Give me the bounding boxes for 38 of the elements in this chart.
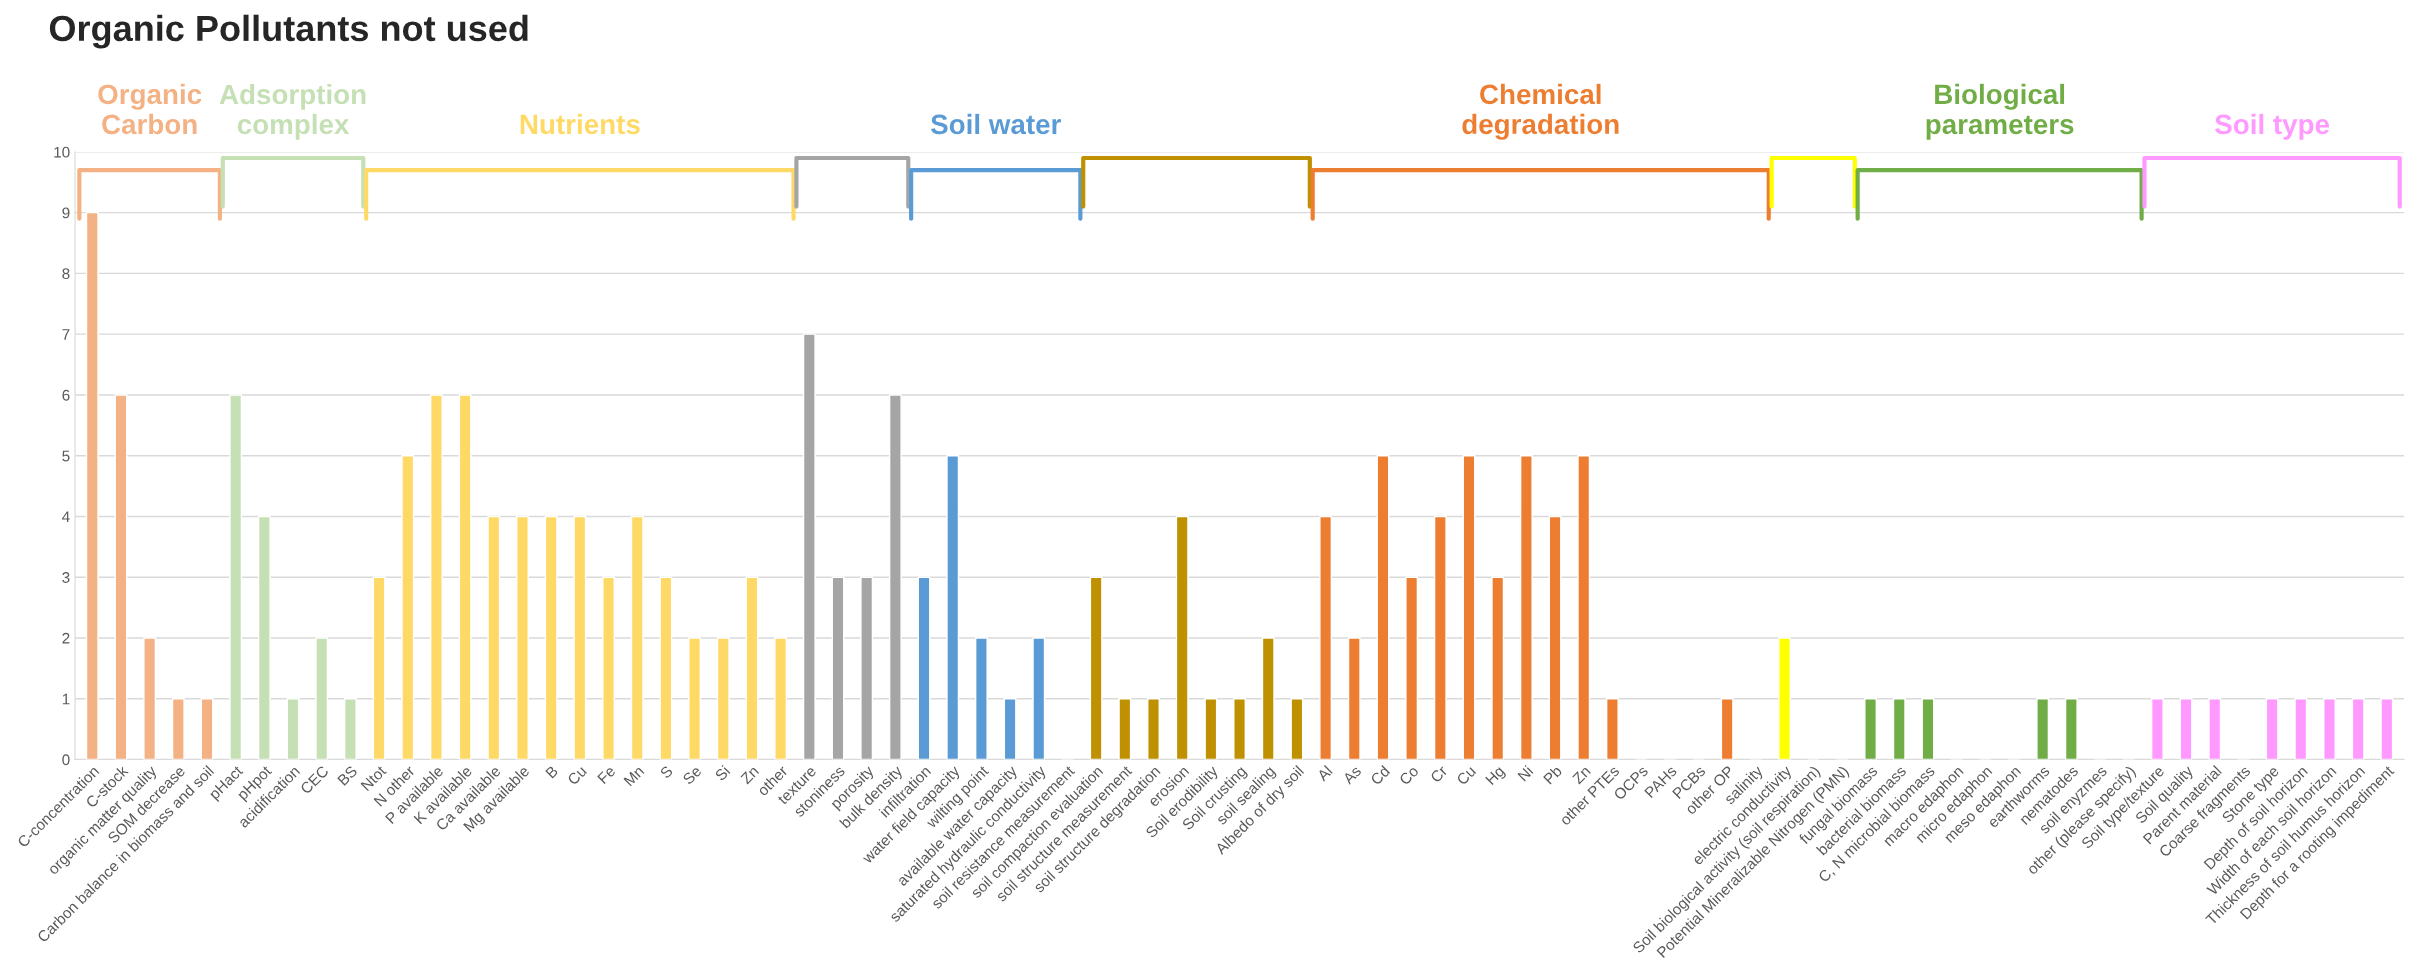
x-tick-label: Pb (1542, 764, 1563, 785)
text: Adsorption complex (219, 83, 366, 140)
y-tick-label: 8 (62, 268, 70, 280)
x-tick-label: Se (682, 765, 703, 786)
y-tick-label: 1 (62, 693, 70, 705)
x-tick-label: Co (1398, 765, 1420, 786)
x-tick-label: Cr (1429, 764, 1449, 784)
x-tick-label: BS (337, 765, 358, 786)
y-tick-label: 9 (62, 207, 70, 219)
y-tick-label: 6 (62, 389, 70, 401)
y-tick-label: 2 (62, 632, 70, 644)
x-tick-label: Ni (1517, 765, 1534, 782)
x-tick-label: Al (1316, 765, 1333, 782)
x-tick-label: Fe (597, 765, 616, 785)
text: Chemical degradation (1462, 83, 1619, 140)
y-tick-label: 10 (54, 146, 70, 158)
x-tick-label: Hg (1485, 765, 1508, 788)
text: Organic Carbon (98, 83, 202, 135)
y-tick-label: 4 (62, 511, 70, 522)
text: Nutrients (520, 113, 640, 135)
x-tick-label: Cu (566, 765, 588, 786)
x-tick-label: B (545, 765, 559, 779)
y-tick-label: 0 (62, 754, 70, 766)
y-tick-label: 3 (62, 572, 70, 583)
x-tick-label: Cu (1456, 765, 1477, 786)
x-tick-label: Si (714, 765, 731, 782)
x-tick-label: S (659, 765, 674, 780)
x-tick-label: Cd (1369, 765, 1391, 786)
text: Biological parameters (1926, 83, 2074, 140)
x-tick-label: Mn (623, 765, 645, 787)
text: Soil water (930, 113, 1061, 135)
x-tick-label: Zn (740, 765, 760, 785)
text: Soil type (2215, 113, 2330, 140)
y-tick-label: 7 (62, 329, 70, 340)
y-tick-label: 5 (62, 450, 70, 462)
chart-title: Organic Pollutants not used (49, 14, 528, 49)
x-tick-label: Ntot (360, 764, 387, 792)
x-tick-label: As (1342, 765, 1362, 785)
